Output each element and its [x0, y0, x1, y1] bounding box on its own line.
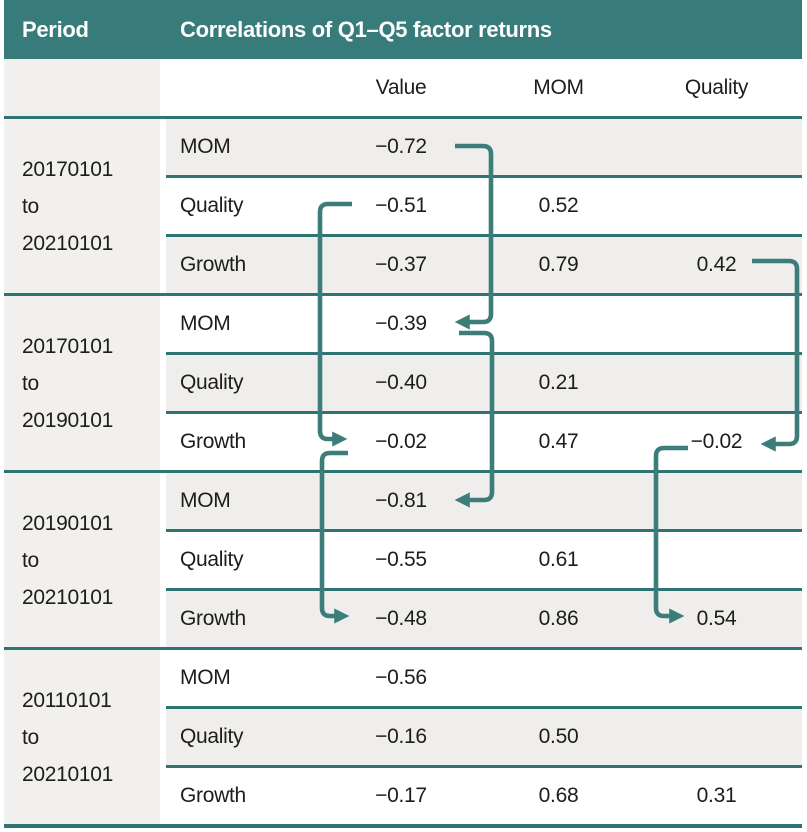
- factor-label: MOM: [180, 489, 231, 512]
- table-bottom-rule: [4, 824, 802, 828]
- corr-value: −0.37: [375, 253, 427, 276]
- corr-mom: 0.21: [538, 371, 579, 394]
- corr-mom: 0.47: [538, 430, 579, 453]
- factor-label: Growth: [180, 607, 246, 630]
- period-end: 20210101: [22, 762, 114, 786]
- period-group-3: 20190101 to 20210101 MOM −0.81 Quality −…: [4, 473, 802, 647]
- factor-label: Quality: [180, 371, 244, 394]
- factor-label: MOM: [180, 666, 231, 689]
- factor-label: Growth: [180, 253, 246, 276]
- table-row: MOM −0.56: [166, 650, 802, 706]
- factor-label: Growth: [180, 784, 246, 807]
- period-start: 20170101: [22, 334, 114, 358]
- corr-value: −0.56: [375, 666, 427, 689]
- period-end: 20190101: [22, 408, 114, 432]
- corr-quality: 0.31: [696, 784, 737, 807]
- period-start: 20170101: [22, 157, 114, 181]
- period-cell: 20170101 to 20190101: [4, 296, 160, 470]
- factor-label: Quality: [180, 725, 244, 748]
- period-group-2: 20170101 to 20190101 MOM −0.39 Quality −…: [4, 296, 802, 470]
- corr-quality: −0.02: [690, 430, 743, 453]
- column-header-row: Value MOM Quality: [4, 59, 802, 116]
- group-divider: [4, 116, 802, 119]
- period-end: 20210101: [22, 231, 114, 255]
- table-title: Correlations of Q1–Q5 factor returns: [180, 16, 552, 42]
- factor-label: MOM: [180, 135, 231, 158]
- group-divider: [4, 293, 802, 296]
- table-row: MOM −0.72: [166, 119, 802, 175]
- corr-value: −0.17: [375, 784, 427, 807]
- corr-mom: 0.61: [538, 548, 579, 571]
- period-cell: 20110101 to 20210101: [4, 650, 160, 824]
- table-row: Quality −0.51 0.52: [166, 175, 802, 234]
- corr-value: −0.48: [375, 607, 427, 630]
- corr-value: −0.72: [375, 135, 427, 158]
- column-header-quality: Quality: [684, 75, 749, 99]
- factor-label: Growth: [180, 430, 246, 453]
- period-to: to: [22, 194, 39, 218]
- corr-mom: 0.68: [538, 784, 579, 807]
- column-header-value: Value: [375, 75, 427, 99]
- period-group-4: 20110101 to 20210101 MOM −0.56 Quality −…: [4, 650, 802, 824]
- factor-label: Quality: [180, 194, 244, 217]
- table-row: Growth −0.48 0.86 0.54: [166, 588, 802, 647]
- corr-value: −0.39: [375, 312, 427, 335]
- group-divider: [4, 470, 802, 473]
- corr-value: −0.02: [375, 430, 427, 453]
- factor-label: MOM: [180, 312, 231, 335]
- period-start: 20190101: [22, 511, 114, 535]
- group-divider: [4, 647, 802, 650]
- corr-mom: 0.50: [538, 725, 579, 748]
- period-end: 20210101: [22, 585, 114, 609]
- corr-quality: 0.54: [696, 607, 737, 630]
- table-row: Growth −0.17 0.68 0.31: [166, 765, 802, 824]
- corr-value: −0.51: [375, 194, 427, 217]
- period-cell: 20170101 to 20210101: [4, 119, 160, 293]
- period-to: to: [22, 725, 39, 749]
- period-start: 20110101: [22, 688, 112, 712]
- table-row: Quality −0.16 0.50: [166, 706, 802, 765]
- table-header-bar: Period Correlations of Q1–Q5 factor retu…: [4, 0, 802, 59]
- table-row: MOM −0.39: [166, 296, 802, 352]
- corr-value: −0.55: [375, 548, 427, 571]
- column-header-mom: MOM: [533, 75, 584, 99]
- period-to: to: [22, 548, 39, 572]
- period-cell: 20190101 to 20210101: [4, 473, 160, 647]
- factor-label: Quality: [180, 548, 244, 571]
- table-row: Quality −0.40 0.21: [166, 352, 802, 411]
- table-row: MOM −0.81: [166, 473, 802, 529]
- table-row: Growth −0.37 0.79 0.42: [166, 234, 802, 293]
- corr-mom: 0.79: [538, 253, 579, 276]
- table-row: Growth −0.02 0.47 −0.02: [166, 411, 802, 470]
- period-column-header: Period: [22, 16, 89, 42]
- period-group-1: 20170101 to 20210101 MOM −0.72 Quality −…: [4, 119, 802, 293]
- period-to: to: [22, 371, 39, 395]
- table-row: Quality −0.55 0.61: [166, 529, 802, 588]
- corr-mom: 0.86: [538, 607, 579, 630]
- corr-mom: 0.52: [538, 194, 579, 217]
- corr-quality: 0.42: [696, 253, 737, 276]
- corr-value: −0.40: [375, 371, 427, 394]
- corner-cell: [4, 59, 160, 116]
- corr-value: −0.16: [375, 725, 427, 748]
- corr-value: −0.81: [375, 489, 427, 512]
